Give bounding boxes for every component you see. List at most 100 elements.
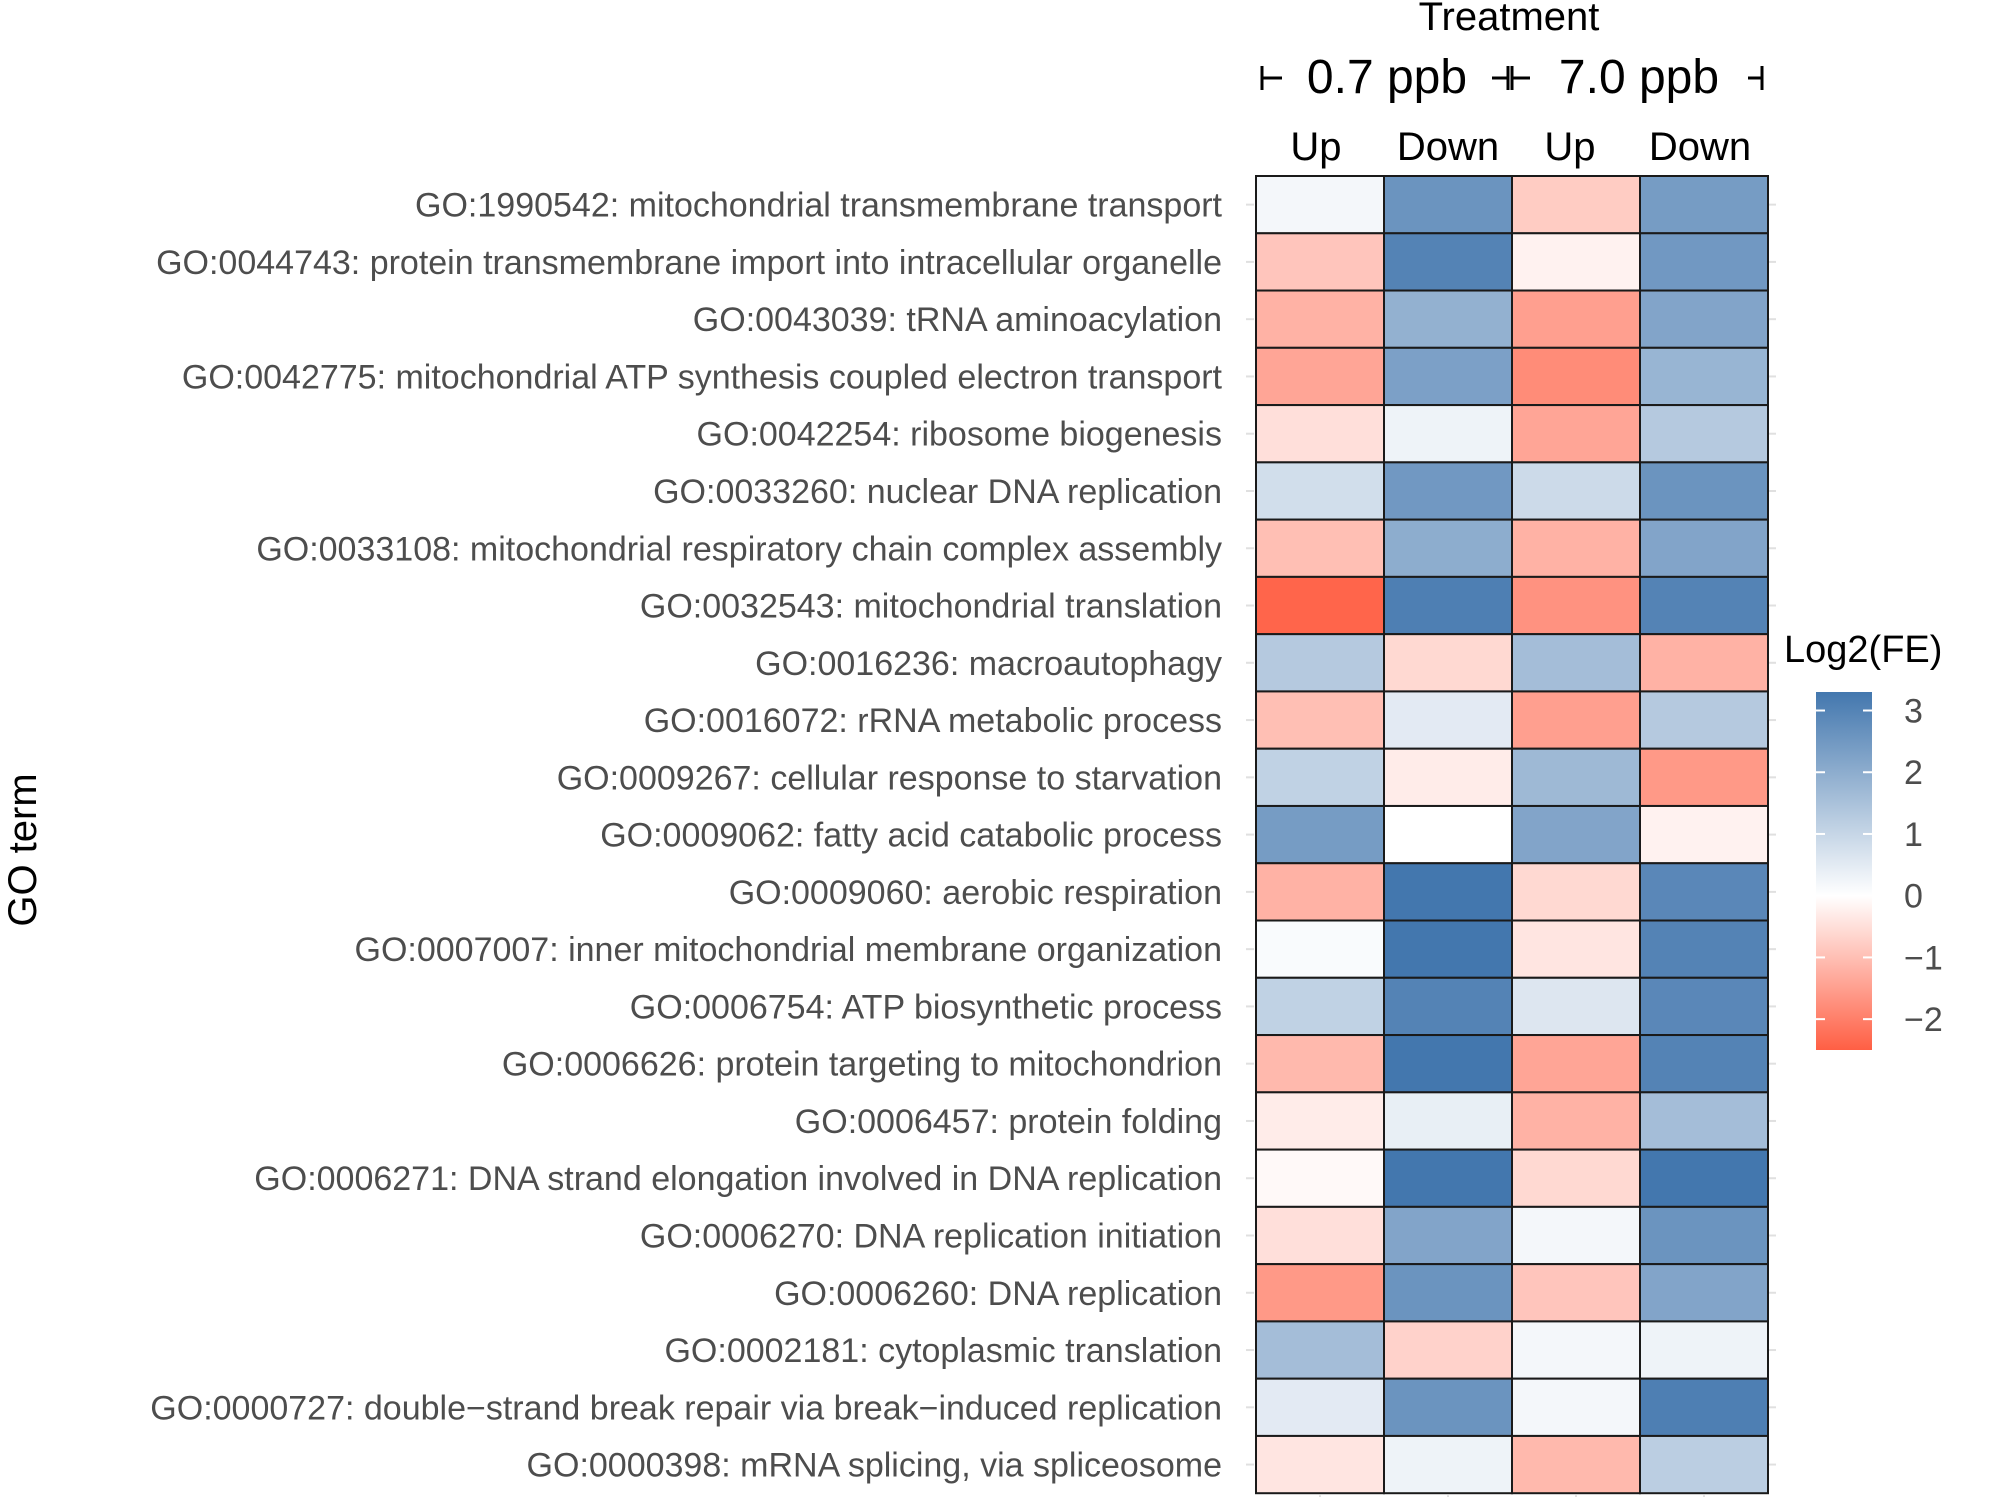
heatmap-cell-7-0-up xyxy=(1511,1320,1641,1380)
heatmap-cell-0-7-up xyxy=(1255,804,1385,865)
row-label: GO:0032543: mitochondrial translation xyxy=(640,588,1222,626)
heatmap-cell-0-7-down xyxy=(1383,232,1513,292)
heatmap-cell-7-0-down xyxy=(1639,575,1769,636)
heatmap-cell-7-0-up xyxy=(1511,690,1641,750)
row-label: GO:0006626: protein targeting to mitocho… xyxy=(502,1046,1222,1084)
heatmap-cell-7-0-down xyxy=(1639,1148,1769,1208)
heatmap-cell-0-7-down xyxy=(1383,1034,1513,1094)
heatmap-cell-7-0-up xyxy=(1511,404,1641,464)
group-label-0: 0.7 ppb xyxy=(1307,51,1467,104)
heatmap-cell-7-0-up xyxy=(1511,346,1641,407)
column-label-0-up: Up xyxy=(1290,125,1341,169)
column-label-1-down: Down xyxy=(1649,125,1751,169)
row-label: GO:0006457: protein folding xyxy=(795,1103,1222,1141)
heatmap-cell-0-7-down xyxy=(1383,919,1513,979)
heatmap-cell-7-0-down xyxy=(1639,1091,1769,1151)
row-label: GO:0016072: rRNA metabolic process xyxy=(644,702,1222,740)
heatmap-cell-7-0-up xyxy=(1511,461,1641,521)
header-title: Treatment xyxy=(1419,0,1600,39)
heatmap-cell-7-0-up xyxy=(1511,175,1641,235)
heatmap-cell-7-0-up xyxy=(1511,1148,1641,1208)
heatmap-cell-7-0-down xyxy=(1639,175,1769,235)
heatmap-cell-7-0-up xyxy=(1511,919,1641,979)
row-label: GO:0016236: macroautophagy xyxy=(755,645,1222,683)
legend-ticks: 3 2 1 0 −1 −2 xyxy=(1816,693,1943,1039)
row-label: GO:0009062: fatty acid catabolic process xyxy=(600,817,1222,855)
heatmap-cell-7-0-down xyxy=(1639,976,1769,1037)
row-label: GO:0006271: DNA strand elongation involv… xyxy=(254,1160,1222,1198)
heatmap-cell-7-0-up xyxy=(1511,1034,1641,1094)
heatmap-cell-0-7-down xyxy=(1383,1434,1513,1495)
heatmap-cell-0-7-down xyxy=(1383,289,1513,349)
group-bracket-0 xyxy=(1260,66,1510,90)
heatmap-cell-7-0-down xyxy=(1639,232,1769,292)
y-axis-label: GO term xyxy=(1,773,45,926)
heatmap-cell-0-7-up xyxy=(1255,1034,1385,1094)
heatmap-cell-0-7-down xyxy=(1383,976,1513,1037)
row-label: GO:0006270: DNA replication initiation xyxy=(640,1217,1222,1255)
heatmap-cell-0-7-down xyxy=(1383,804,1513,865)
heatmap-cell-0-7-up xyxy=(1255,1434,1385,1495)
heatmap-cell-0-7-up xyxy=(1255,1263,1385,1323)
heatmap-cell-7-0-down xyxy=(1639,289,1769,349)
column-label-1-up: Up xyxy=(1544,125,1595,169)
heatmap-cell-7-0-down xyxy=(1639,804,1769,865)
heatmap-cell-7-0-down xyxy=(1639,1205,1769,1266)
heatmap-cell-7-0-down xyxy=(1639,1434,1769,1495)
row-label: GO:0009060: aerobic respiration xyxy=(729,874,1222,912)
heatmap-cell-7-0-up xyxy=(1511,633,1641,693)
row-label: GO:0006754: ATP biosynthetic process xyxy=(630,988,1222,1026)
row-label: GO:0042254: ribosome biogenesis xyxy=(697,416,1222,454)
heatmap-cell-7-0-down xyxy=(1639,346,1769,407)
heatmap-cell-7-0-up xyxy=(1511,1377,1641,1437)
legend-tick-label: 3 xyxy=(1904,693,1923,731)
heatmap-cell-0-7-up xyxy=(1255,976,1385,1037)
heatmap-cell-0-7-down xyxy=(1383,518,1513,578)
heatmap-cell-7-0-down xyxy=(1639,633,1769,693)
heatmap-cell-7-0-down xyxy=(1639,690,1769,750)
heatmap-cell-0-7-down xyxy=(1383,1263,1513,1323)
heatmap-cell-7-0-up xyxy=(1511,1205,1641,1266)
heatmap-cell-0-7-down xyxy=(1383,1320,1513,1380)
heatmap-cell-0-7-down xyxy=(1383,404,1513,464)
heatmap-cell-0-7-up xyxy=(1255,289,1385,349)
heatmap-cell-0-7-up xyxy=(1255,1320,1385,1380)
heatmap-cell-0-7-up xyxy=(1255,575,1385,636)
heatmap-cell-7-0-up xyxy=(1511,575,1641,636)
group-label-1: 7.0 ppb xyxy=(1559,51,1719,104)
heatmap-cell-7-0-down xyxy=(1639,518,1769,578)
heatmap-cell-7-0-down xyxy=(1639,1034,1769,1094)
heatmap-cell-0-7-down xyxy=(1383,862,1513,922)
heatmap-cell-0-7-up xyxy=(1255,862,1385,922)
heatmap-cell-7-0-up xyxy=(1511,518,1641,578)
row-label: GO:0043039: tRNA aminoacylation xyxy=(693,301,1222,339)
heatmap-cell-7-0-down xyxy=(1639,1320,1769,1380)
heatmap-cell-0-7-down xyxy=(1383,1091,1513,1151)
heatmap-cell-7-0-up xyxy=(1511,976,1641,1037)
heatmap-cell-0-7-up xyxy=(1255,1091,1385,1151)
heatmap-cell-7-0-up xyxy=(1511,232,1641,292)
heatmap-cell-0-7-up xyxy=(1255,690,1385,750)
heatmap-cell-0-7-down xyxy=(1383,575,1513,636)
legend-tick-label: −1 xyxy=(1904,939,1943,977)
row-label: GO:0044743: protein transmembrane import… xyxy=(156,244,1222,282)
heatmap-cell-7-0-down xyxy=(1639,461,1769,521)
row-label: GO:0042775: mitochondrial ATP synthesis … xyxy=(182,358,1223,396)
heatmap-cell-0-7-up xyxy=(1255,633,1385,693)
heatmap-cells xyxy=(1255,175,1769,1495)
row-label: GO:0009267: cellular response to starvat… xyxy=(557,759,1222,797)
heatmap-cell-0-7-up xyxy=(1255,919,1385,979)
heatmap-cell-0-7-down xyxy=(1383,175,1513,235)
axis-ticks xyxy=(1246,203,1776,1497)
legend-tick-label: 0 xyxy=(1904,878,1923,916)
heatmap-cell-7-0-down xyxy=(1639,404,1769,464)
heatmap-cell-0-7-up xyxy=(1255,1148,1385,1208)
heatmap-cell-7-0-down xyxy=(1639,747,1769,807)
heatmap-cell-7-0-down xyxy=(1639,862,1769,922)
heatmap-cell-0-7-down xyxy=(1383,346,1513,407)
row-label: GO:0000727: double−strand break repair v… xyxy=(150,1389,1222,1427)
heatmap-cell-0-7-up xyxy=(1255,232,1385,292)
heatmap-cell-0-7-up xyxy=(1255,346,1385,407)
heatmap-cell-0-7-up xyxy=(1255,1377,1385,1437)
legend-title: Log2(FE) xyxy=(1784,629,1942,671)
